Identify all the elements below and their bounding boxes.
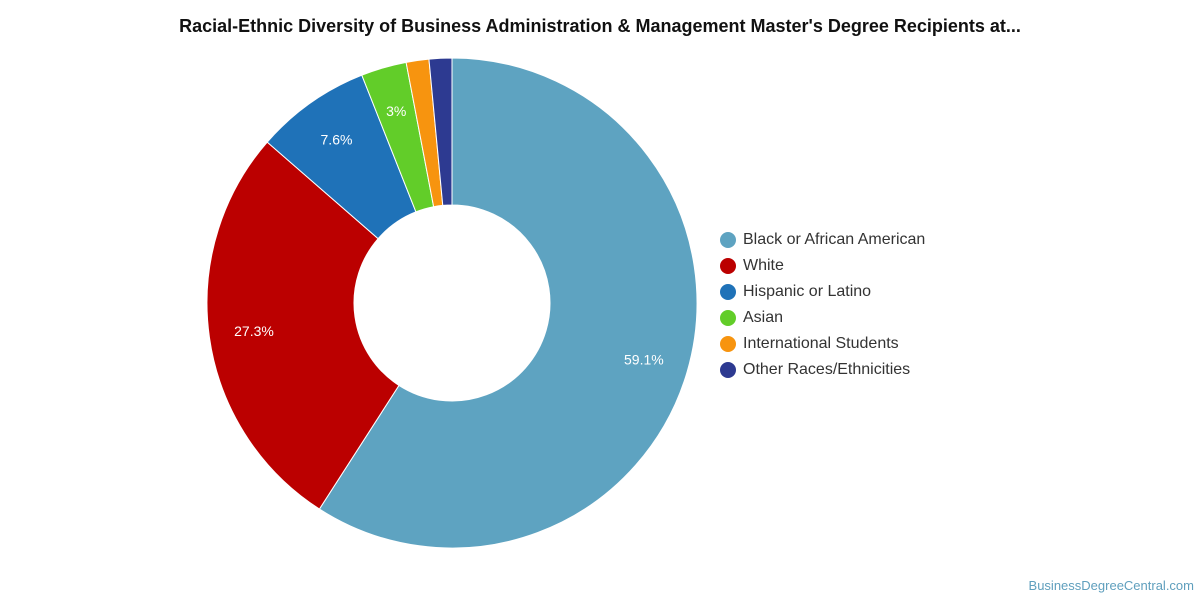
legend-swatch-2 [720, 284, 736, 300]
source-credit: BusinessDegreeCentral.com [1028, 578, 1194, 593]
legend-label-5: Other Races/Ethnicities [743, 361, 911, 378]
legend-label-4: International Students [743, 335, 899, 352]
legend-label-1: White [743, 257, 784, 274]
slice-0 [318, 57, 698, 549]
slice-label-0: 59.1% [624, 351, 664, 367]
legend-swatch-3 [720, 310, 736, 326]
legend-item-5[interactable]: Other Races/Ethnicities [720, 357, 925, 383]
legend-item-0[interactable]: Black or African American [720, 227, 925, 253]
legend-item-1[interactable]: White [720, 253, 925, 279]
chart-legend: Black or African American White Hispanic o… [720, 227, 925, 383]
legend-label-2: Hispanic or Latino [743, 283, 872, 300]
legend-swatch-5 [720, 362, 736, 378]
slice-5 [428, 57, 453, 206]
legend-item-3[interactable]: Asian [720, 305, 925, 331]
legend-label-0: Black or African American [743, 231, 926, 248]
legend-label-3: Asian [743, 309, 784, 326]
slice-label-1: 27.3% [234, 323, 274, 339]
legend-swatch-4 [720, 336, 736, 352]
legend-item-4[interactable]: International Students [720, 331, 925, 357]
legend-swatch-0 [720, 232, 736, 248]
slice-1 [206, 141, 400, 510]
slice-label-3: 3% [386, 103, 406, 119]
chart-title: Racial-Ethnic Diversity of Business Admi… [179, 16, 1021, 36]
slice-label-2: 7.6% [321, 132, 353, 148]
legend-item-2[interactable]: Hispanic or Latino [720, 279, 925, 305]
legend-swatch-1 [720, 258, 736, 274]
